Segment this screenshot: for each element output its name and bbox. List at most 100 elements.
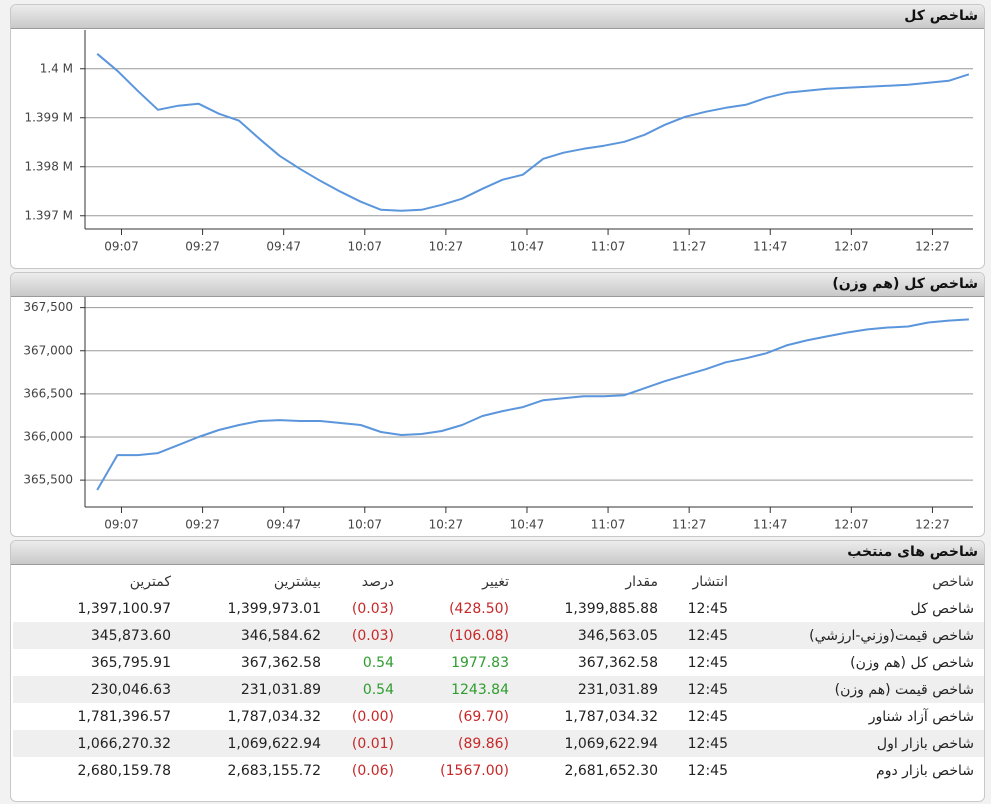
table-cell: 12:45 (687, 762, 728, 779)
table-cell: 1,066,270.32 (13, 730, 178, 757)
y-tick-label: 1.398 M (24, 159, 73, 173)
index-table: کمترین بیشترین درصد تغییر مقدار انتشار شاخص 1,3… (13, 569, 984, 784)
x-tick-label: 12:07 (834, 518, 869, 532)
table-cell: 1,787,034.32 (564, 708, 658, 725)
table-cell: 12:45 (665, 622, 735, 649)
table-cell: 1243.84 (400, 676, 516, 703)
column-header: تغییر (482, 574, 509, 590)
table-cell: 345,873.60 (13, 622, 178, 649)
x-tick-label: 10:27 (429, 518, 464, 532)
x-tick-label: 09:07 (104, 240, 139, 254)
line (96, 318, 969, 491)
table-cell: شاخص بازار دوم (876, 762, 974, 779)
panel-title: شاخص های منتخب (11, 541, 984, 565)
x-tick-label: 09:47 (266, 240, 301, 254)
chart: 1.397 M 1.398 M 1.399 M 1.4 M 09:07 09:27 09:4… (24, 30, 973, 254)
table-cell: (0.00) (351, 708, 394, 725)
table-cell: (0.03) (328, 622, 400, 649)
table-cell: شاخص آزاد شناور (868, 708, 974, 725)
x-tick-label: 09:27 (185, 518, 220, 532)
table-cell: 231,031.89 (178, 676, 328, 703)
table-cell: 2,680,159.78 (77, 762, 171, 779)
x-tick-label: 11:47 (753, 240, 788, 254)
y-tick-label: 365,500 (23, 473, 73, 487)
table-cell: (69.70) (457, 708, 509, 725)
chart-panel: شاخص کل 1.397 M 1.398 M 1.399 M 1.4 M 09:07 0… (10, 4, 985, 269)
table-row: 230,046.63 231,031.89 0.54 1243.84 231,031.8… (13, 676, 984, 703)
table-cell: 12:45 (687, 708, 728, 725)
column-header: مقدار (625, 574, 658, 590)
column-header: کمترین (129, 574, 171, 590)
x-tick-label: 09:07 (104, 518, 139, 532)
line (96, 53, 970, 212)
table-cell: 0.54 (328, 676, 400, 703)
chart-panel: شاخص کل (هم وزن) 365,500 366,000 366,500 36… (10, 272, 985, 537)
table-row: 2,680,159.78 2,683,155.72 (0.06) (1567.00) 2… (13, 757, 984, 784)
table-row: 1,781,396.57 1,787,034.32 (0.00) (69.70) 1,7… (13, 703, 984, 730)
x-tick-label: 11:47 (753, 518, 788, 532)
panel-title: شاخص کل (11, 5, 984, 29)
table-cell: 231,031.89 (516, 676, 665, 703)
table-cell: 1,781,396.57 (77, 708, 171, 725)
x-tick-label: 10:07 (347, 518, 382, 532)
column-header: درصد (361, 574, 394, 590)
table-cell: 1,397,100.97 (77, 600, 171, 617)
table-cell: 367,362.58 (577, 654, 658, 671)
table-cell: شاخص قیمت (هم وزن) (735, 676, 984, 703)
table-cell: 346,584.62 (178, 622, 328, 649)
table-cell: (1567.00) (440, 762, 509, 779)
y-tick-label: 367,000 (23, 343, 73, 357)
table-cell: 12:45 (665, 730, 735, 757)
table-cell: 1977.83 (451, 654, 509, 671)
table-row: 1,066,270.32 1,069,622.94 (0.01) (89.86) 1,0… (13, 730, 984, 757)
x-tick-label: 10:47 (510, 240, 545, 254)
x-tick-label: 12:27 (915, 240, 950, 254)
x-tick-label: 10:27 (429, 240, 464, 254)
x-tick-label: 11:07 (591, 240, 626, 254)
x-tick-label: 10:47 (510, 518, 545, 532)
y-tick-label: 366,000 (23, 430, 73, 444)
table-cell: 1,069,622.94 (178, 730, 328, 757)
table-cell: (106.08) (400, 622, 516, 649)
x-tick-label: 12:27 (915, 518, 950, 532)
table-cell: 346,563.05 (516, 622, 665, 649)
x-tick-label: 11:27 (672, 240, 707, 254)
table-cell: 1,399,885.88 (564, 600, 658, 617)
y-tick-label: 366,500 (23, 386, 73, 400)
table-cell: 1,069,622.94 (516, 730, 665, 757)
x-tick-label: 11:07 (591, 518, 626, 532)
y-tick-label: 1.399 M (24, 110, 73, 124)
table-row: 365,795.91 367,362.58 0.54 1977.83 367,362.5… (13, 649, 984, 676)
table-cell: (0.03) (351, 600, 394, 617)
table-cell: 1,787,034.32 (227, 708, 321, 725)
x-tick-label: 12:07 (834, 240, 869, 254)
table-cell: (0.06) (351, 762, 394, 779)
table-row: 1,397,100.97 1,399,973.01 (0.03) (428.50) 1,… (13, 595, 984, 622)
column-header: بیشترین (273, 574, 321, 590)
table-cell: شاخص کل (910, 600, 974, 617)
x-tick-label: 10:07 (347, 240, 382, 254)
table-cell: 2,683,155.72 (227, 762, 321, 779)
table-cell: شاخص کل (هم وزن) (850, 654, 974, 671)
y-tick-label: 367,500 (23, 300, 73, 314)
table-row: 345,873.60 346,584.62 (0.03) (106.08) 346,56… (13, 622, 984, 649)
table-cell: 12:45 (687, 600, 728, 617)
table-cell: شاخص قیمت(وزني-ارزشي) (735, 622, 984, 649)
table-panel: شاخص های منتخب کمترین بیشترین درصد تغییر مقد… (10, 540, 985, 802)
table-cell: (89.86) (400, 730, 516, 757)
panel-title: شاخص کل (هم وزن) (11, 273, 984, 297)
table-cell: 367,362.58 (240, 654, 321, 671)
table-cell: 230,046.63 (13, 676, 178, 703)
table-cell: 1,399,973.01 (227, 600, 321, 617)
table-cell: 365,795.91 (90, 654, 171, 671)
header-row: کمترین بیشترین درصد تغییر مقدار انتشار شاخص (13, 569, 984, 595)
table-cell: 2,681,652.30 (564, 762, 658, 779)
table-cell: (0.01) (328, 730, 400, 757)
x-tick-label: 11:27 (672, 518, 707, 532)
column-header: انتشار (692, 574, 728, 590)
table-cell: 12:45 (687, 654, 728, 671)
column-header: شاخص (932, 574, 974, 590)
y-tick-label: 1.4 M (40, 61, 73, 75)
x-tick-label: 09:47 (266, 518, 301, 532)
table-cell: 12:45 (665, 676, 735, 703)
